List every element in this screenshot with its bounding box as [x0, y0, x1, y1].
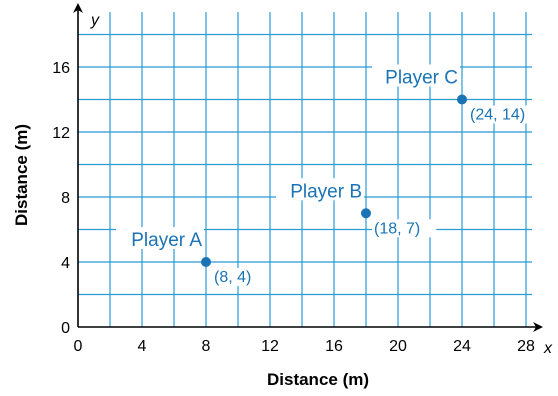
coordinate-label-background — [372, 219, 437, 238]
data-points: Player A (8, 4) Player B (18, 7) Player C (24… — [116, 64, 541, 286]
y-tick-label: 8 — [61, 190, 70, 207]
y-tick-label: 4 — [61, 255, 70, 272]
point-name-label-background — [116, 227, 204, 249]
y-tick-label: 16 — [52, 60, 70, 77]
point-name-label: Player C — [385, 68, 458, 89]
grid-lines — [78, 12, 532, 327]
y-axis-title: Distance (m) — [12, 124, 31, 226]
y-axis-letter: y — [90, 12, 100, 29]
point-name-label-background — [372, 64, 460, 87]
x-tick-label: 24 — [453, 338, 471, 355]
y-tick-label: 0 — [61, 320, 70, 337]
data-point — [361, 208, 371, 219]
coordinate-label: (18, 7) — [374, 220, 420, 237]
coordinate-label-background — [212, 268, 268, 286]
coordinate-label-background — [468, 105, 541, 124]
x-tick-label: 28 — [517, 338, 535, 355]
x-tick-labels: 0 4 8 12 16 20 24 28 — [74, 338, 535, 355]
point-name-label-background — [276, 178, 364, 201]
y-tick-labels: 0 4 8 12 16 — [52, 60, 70, 337]
x-axis-letter: x — [543, 340, 553, 357]
data-point — [201, 257, 211, 267]
point-name-label: Player A — [131, 230, 202, 251]
x-tick-label: 0 — [74, 338, 83, 355]
x-tick-label: 8 — [202, 338, 211, 355]
y-tick-label: 12 — [52, 125, 70, 142]
x-axis-title: Distance (m) — [267, 370, 369, 389]
x-tick-label: 4 — [138, 338, 147, 355]
point-name-label: Player B — [290, 181, 362, 202]
x-tick-label: 12 — [261, 338, 279, 355]
x-tick-label: 16 — [325, 338, 343, 355]
data-point — [457, 94, 467, 105]
x-tick-label: 20 — [389, 338, 407, 355]
coordinate-label: (8, 4) — [214, 269, 251, 286]
coordinate-label: (24, 14) — [470, 107, 525, 124]
